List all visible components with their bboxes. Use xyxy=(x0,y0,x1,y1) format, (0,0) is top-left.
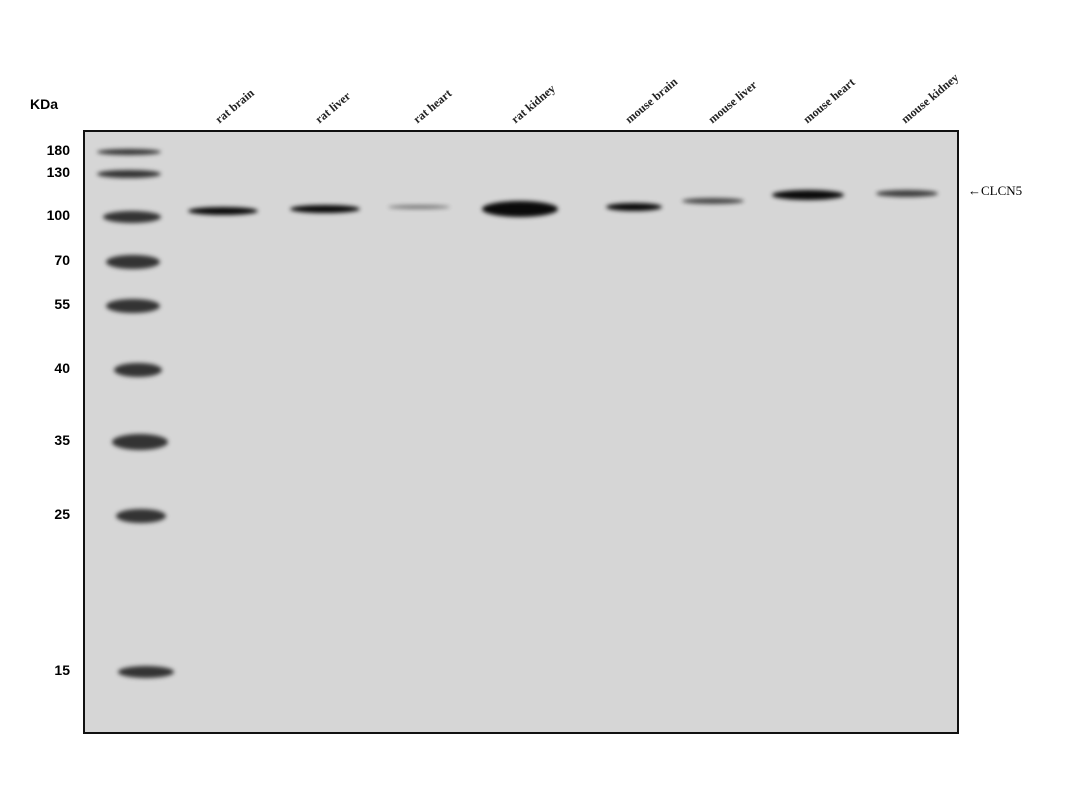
sample-band xyxy=(772,190,844,200)
marker-label: 55 xyxy=(54,296,70,312)
marker-label: 35 xyxy=(54,432,70,448)
unit-label: KDa xyxy=(30,96,59,112)
sample-band xyxy=(606,203,662,211)
target-name: CLCN5 xyxy=(981,183,1023,198)
ladder-band xyxy=(118,666,174,678)
marker-label: 180 xyxy=(46,142,70,158)
lane-label: rat brain xyxy=(212,85,257,127)
lane-label: mouse kidney xyxy=(898,70,962,127)
marker-label: 25 xyxy=(54,506,70,522)
lane-label: rat kidney xyxy=(508,81,558,127)
sample-band xyxy=(388,205,450,209)
sample-band xyxy=(188,207,258,215)
ladder-band xyxy=(106,299,160,313)
lane-label: mouse liver xyxy=(705,77,760,127)
ladder-band xyxy=(97,170,161,178)
lane-label: mouse heart xyxy=(800,75,858,127)
ladder-band xyxy=(103,211,161,223)
lane-label: rat heart xyxy=(410,86,455,127)
marker-label: 130 xyxy=(46,164,70,180)
sample-band xyxy=(876,189,938,197)
ladder-band xyxy=(97,149,161,155)
ladder-band xyxy=(116,509,166,523)
sample-band xyxy=(482,201,558,217)
marker-label: 15 xyxy=(54,662,70,678)
marker-label: 70 xyxy=(54,252,70,268)
sample-band xyxy=(290,205,360,213)
target-label: ←CLCN5 xyxy=(968,183,1023,198)
ladder-band xyxy=(112,434,168,450)
ladder-band xyxy=(114,363,162,377)
blot-membrane xyxy=(83,130,959,734)
sample-band xyxy=(682,198,744,204)
lane-label: mouse brain xyxy=(622,74,681,127)
lane-label: rat liver xyxy=(312,88,354,127)
marker-label: 40 xyxy=(54,360,70,376)
ladder-band xyxy=(106,255,160,269)
marker-label: 100 xyxy=(46,207,70,223)
